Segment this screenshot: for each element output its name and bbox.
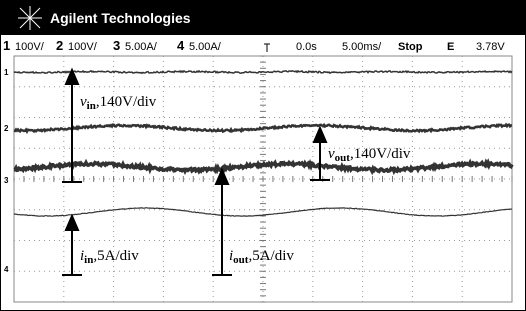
timebase: 5.00ms/ (342, 41, 382, 53)
trigger-edge: E (447, 41, 454, 53)
ch-scale: 5.00A/ (189, 41, 222, 53)
ch-number: 2 (56, 38, 63, 53)
scale: ,5A/div (93, 248, 139, 264)
ch-number: 1 (3, 38, 10, 53)
brand: Agilent Technologies (50, 10, 191, 26)
logo (18, 6, 42, 30)
subscript: out (233, 254, 249, 266)
ground-marker: 3 (4, 176, 9, 185)
ch-scale: 100V/ (68, 41, 98, 53)
scale: ,5A/div (248, 248, 294, 264)
ch-scale: 100V/ (15, 41, 45, 53)
ch-number: 4 (177, 38, 185, 53)
trigger-level: 3.78V (476, 41, 505, 53)
ground-marker: 1 (4, 68, 9, 77)
ch-scale: 5.00A/ (125, 41, 158, 53)
subscript: in (84, 254, 93, 266)
scope-screenshot: Agilent Technologies 1 100V/ 2 100V/ 3 5… (0, 0, 526, 311)
scale: ,140V/div (350, 146, 411, 162)
delay: 0.0s (296, 41, 317, 53)
run-state: Stop (398, 41, 423, 53)
ground-marker: 2 (4, 124, 9, 133)
ch-number: 3 (113, 38, 120, 53)
subscript: in (87, 100, 96, 112)
scale: ,140V/div (96, 94, 157, 110)
subscript: out (335, 152, 351, 164)
ground-marker: 4 (4, 265, 9, 274)
